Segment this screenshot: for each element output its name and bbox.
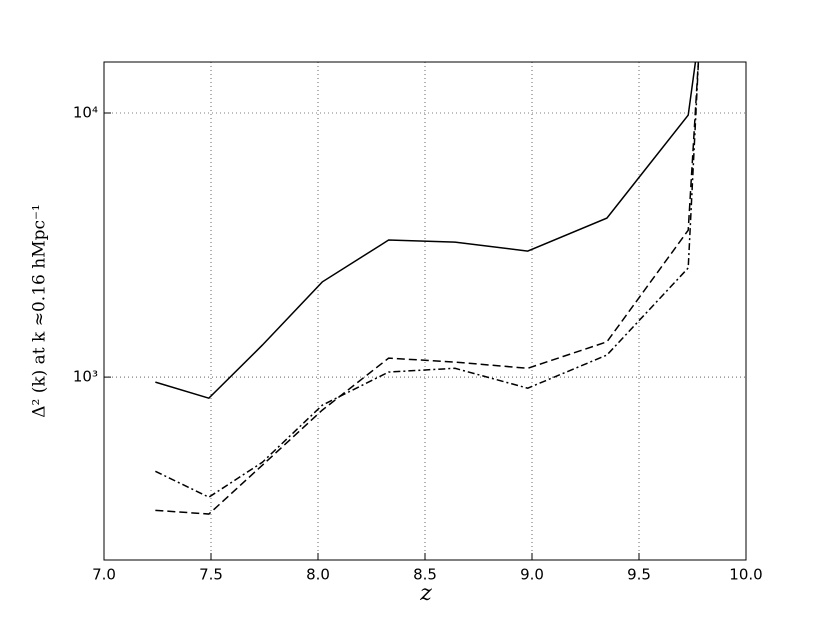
x-tick-label: 7.5 xyxy=(199,566,223,584)
series-line xyxy=(155,62,700,515)
x-tick-label: 10.0 xyxy=(729,566,762,584)
x-tick-label: 9.5 xyxy=(627,566,651,584)
y-axis-label: Δ² (k) at k ≈0.16 hMpc⁻¹ xyxy=(30,204,50,418)
x-tick-label: 7.0 xyxy=(92,566,116,584)
x-tick-label: 9.0 xyxy=(520,566,544,584)
x-tick-label: 8.5 xyxy=(413,566,437,584)
x-axis-label: z xyxy=(419,581,432,606)
plot-lines xyxy=(155,62,700,515)
series-line xyxy=(155,62,697,400)
series-line xyxy=(155,62,700,499)
y-tick-label: 10³ xyxy=(73,368,98,386)
y-tick-label: 10⁴ xyxy=(73,104,98,122)
x-tick-label: 8.0 xyxy=(306,566,330,584)
